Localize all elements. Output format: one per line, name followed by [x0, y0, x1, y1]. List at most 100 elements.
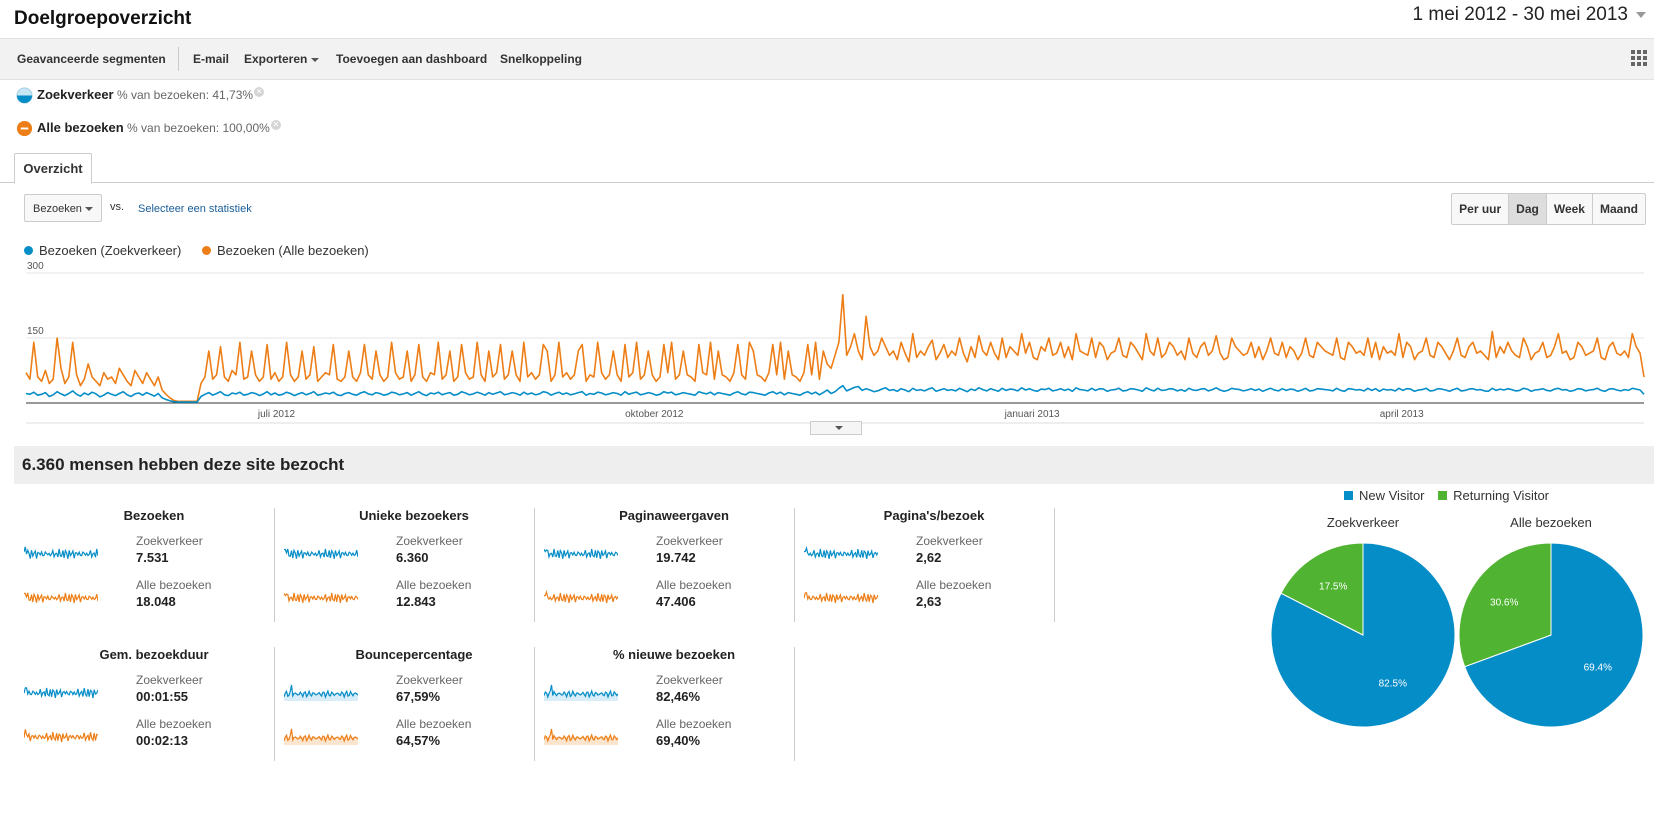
pie-chart-search[interactable]: 82.5% 17.5% [1263, 535, 1463, 735]
pie-legend: New Visitor Returning Visitor [1344, 488, 1549, 503]
x-tick-label: april 2013 [1380, 409, 1424, 420]
metric-title: % nieuwe bezoeken [612, 647, 736, 662]
metric-value-search: 2,62 [916, 550, 942, 565]
sparkline-all [804, 592, 878, 604]
legend-label: New Visitor [1359, 488, 1425, 503]
sparkline-all [544, 590, 618, 604]
tab-overview[interactable]: Overzicht [14, 153, 92, 184]
sparkline-path [24, 592, 98, 604]
summary-title: 6.360 mensen hebben deze site bezocht [22, 455, 345, 474]
sparkline-search [544, 684, 618, 701]
legend-returning-visitor[interactable]: Returning Visitor [1438, 488, 1549, 503]
sparkline-path [284, 728, 358, 743]
date-range-picker[interactable]: 1 mei 2012 - 30 mei 2013 [1412, 4, 1628, 25]
segment-desc: % van bezoeken: 100,00% [127, 121, 270, 135]
period-day-button[interactable]: Dag [1508, 194, 1546, 224]
chevron-down-icon [835, 426, 843, 430]
pie-icon [16, 121, 33, 137]
legend-label: Bezoeken (Alle bezoeken) [217, 243, 369, 258]
sparkline-search [284, 548, 358, 560]
metric-title: Bezoeken [123, 508, 185, 523]
toolbar-divider [178, 47, 179, 71]
sparkline-path [24, 687, 98, 699]
sparkline-search [544, 548, 618, 560]
metric-value-all: 69,40% [656, 733, 701, 748]
metric-cell[interactable]: Pagina's/bezoek Zoekverkeer 2,62 Alle bezoe… [804, 508, 1064, 622]
metric-value-search: 67,59% [396, 689, 441, 704]
chart-expand-toggle[interactable] [810, 421, 862, 435]
sparkline-all [544, 728, 618, 745]
metric-segment-label: Alle bezoeken [136, 578, 212, 592]
close-icon[interactable]: ✕ [254, 87, 265, 97]
sparkline-path [24, 729, 98, 743]
close-icon[interactable]: ✕ [270, 120, 281, 130]
x-tick-label: oktober 2012 [625, 409, 684, 420]
sparkline-fill [544, 693, 618, 701]
export-button[interactable]: Exporteren [244, 52, 320, 66]
legend-new-visitor[interactable]: New Visitor [1344, 488, 1425, 503]
metric-cell[interactable]: Unieke bezoekers Zoekverkeer 6.360 Alle bez… [284, 508, 544, 622]
select-statistic-link[interactable]: Selecteer een statistiek [138, 203, 252, 215]
pie-chart-all[interactable]: 69.4% 30.6% [1451, 535, 1651, 735]
sparkline-path [544, 548, 618, 560]
chevron-down-icon [311, 57, 320, 62]
metric-segment-label: Zoekverkeer [916, 534, 983, 548]
pie-icon [16, 87, 33, 104]
metric-value-all: 64,57% [396, 733, 441, 748]
date-range-dropdown-icon[interactable] [1636, 12, 1646, 18]
period-hourly-button[interactable]: Per uur [1459, 202, 1502, 216]
metric-segment-label: Alle bezoeken [136, 717, 212, 731]
metric-divider [534, 647, 535, 761]
metric-cell[interactable]: Paginaweergaven Zoekverkeer 19.742 Alle bez… [544, 508, 804, 622]
metric-cell[interactable]: Gem. bezoekduur Zoekverkeer 00:01:55 Alle b… [24, 647, 284, 761]
sparkline-path [544, 684, 618, 699]
metric-divider [274, 647, 275, 761]
page-title: Doelgroepoverzicht [14, 8, 192, 29]
pie-title-search: Zoekverkeer [1326, 515, 1400, 530]
metric-cell[interactable]: Bezoeken Zoekverkeer 7.531 Alle bezoeken 18.… [24, 508, 284, 622]
metric-segment-label: Alle bezoeken [916, 578, 992, 592]
metric-title: Gem. bezoekduur [99, 647, 209, 662]
metric-divider [1054, 508, 1055, 622]
metric-title: Unieke bezoekers [359, 508, 469, 523]
metric-select[interactable]: Bezoeken [24, 194, 102, 222]
metric-title: Paginaweergaven [619, 508, 729, 523]
metric-divider [274, 508, 275, 622]
metric-cell[interactable]: % nieuwe bezoeken Zoekverkeer 82,46% Alle b… [544, 647, 804, 761]
segment-all-visits: Alle bezoeken % van bezoeken: 100,00% ✕ [16, 120, 281, 137]
add-to-dashboard-button[interactable]: Toevoegen aan dashboard [336, 52, 488, 66]
legend-all-visits[interactable]: Bezoeken (Alle bezoeken) [202, 243, 369, 258]
period-month-button[interactable]: Maand [1591, 194, 1645, 224]
metric-segment-label: Alle bezoeken [396, 717, 472, 731]
series-line-search-traffic[interactable] [25, 384, 1645, 403]
shortcut-button[interactable]: Snelkoppeling [500, 52, 583, 66]
metric-value-search: 19.742 [656, 550, 696, 565]
metric-value-search: 82,46% [656, 689, 701, 704]
metric-value-all: 47.406 [656, 594, 696, 609]
tab-divider [0, 182, 1654, 183]
period-week-button[interactable]: Week [1545, 194, 1592, 224]
sparkline-fill [284, 693, 358, 701]
grid-icon[interactable] [1630, 49, 1648, 67]
pie-slice-new-visitor[interactable] [1463, 542, 1644, 728]
legend-swatch [1438, 491, 1448, 501]
sparkline-fill [284, 737, 358, 745]
series-line-all-visits[interactable] [25, 293, 1645, 403]
metric-cell[interactable]: Bouncepercentage Zoekverkeer 67,59% Alle be… [284, 647, 544, 761]
summary-header-bar [14, 446, 1654, 484]
metric-value-search: 6.360 [396, 550, 429, 565]
period-switcher: Per uur Dag Week Maand [1451, 193, 1646, 225]
advanced-segments-button[interactable]: Geavanceerde segmenten [17, 52, 166, 66]
pie-slice-returning-visitor[interactable] [1458, 542, 1552, 668]
sparkline-search [24, 546, 98, 560]
segment-search-traffic: Zoekverkeer % van bezoeken: 41,73% ✕ [16, 87, 265, 104]
sparkline-path [284, 548, 358, 560]
metric-value-all: 18.048 [136, 594, 176, 609]
metric-value-all: 00:02:13 [136, 733, 189, 748]
legend-search-traffic[interactable]: Bezoeken (Zoekverkeer) [24, 243, 181, 258]
line-chart[interactable]: 300 150 juli 2012 oktober 2012 januari 2013 a… [0, 255, 1654, 425]
x-tick-label: juli 2012 [257, 409, 296, 420]
pie-slice-returning-visitor[interactable] [1280, 542, 1364, 636]
email-button[interactable]: E-mail [193, 52, 230, 66]
pie-slice-label: 17.5% [1319, 581, 1347, 592]
